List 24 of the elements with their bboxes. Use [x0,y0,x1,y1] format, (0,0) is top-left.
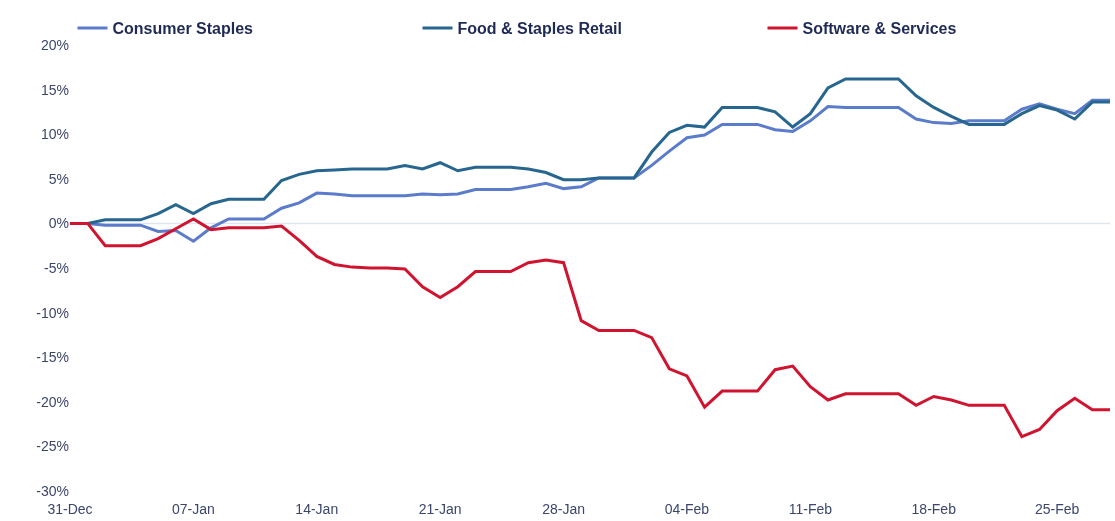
x-tick-label: 14-Jan [295,501,339,517]
x-tick-label: 28-Jan [542,501,585,517]
y-tick-label: 10% [40,126,69,143]
y-tick-label: 15% [40,81,69,98]
x-tick-label: 31-Dec [47,501,93,517]
x-tick-label: 11-Feb [788,501,833,517]
y-tick-label: -10% [36,304,69,321]
y-tick-label: -30% [36,482,69,499]
legend-label: Consumer Staples [112,20,254,38]
x-tick-label: 07-Jan [171,501,215,517]
y-tick-label: -15% [36,349,69,366]
line-series [70,217,1110,439]
y-tick-label: 5% [48,170,69,187]
y-tick-label: 0% [48,215,69,232]
x-tick-label: 18-Feb [911,501,957,517]
y-tick-label: -20% [36,393,69,410]
y-tick-label: -5% [44,259,69,276]
x-tick-label: 25-Feb [1034,501,1080,517]
y-tick-label: -25% [36,438,69,455]
y-tick-label: 20% [40,36,69,53]
legend-label: Food & Staples Retail [457,20,622,38]
x-tick-label: 21-Jan [418,501,462,517]
legend-label: Software & Services [802,20,957,38]
x-tick-label: 04-Feb [664,501,710,517]
